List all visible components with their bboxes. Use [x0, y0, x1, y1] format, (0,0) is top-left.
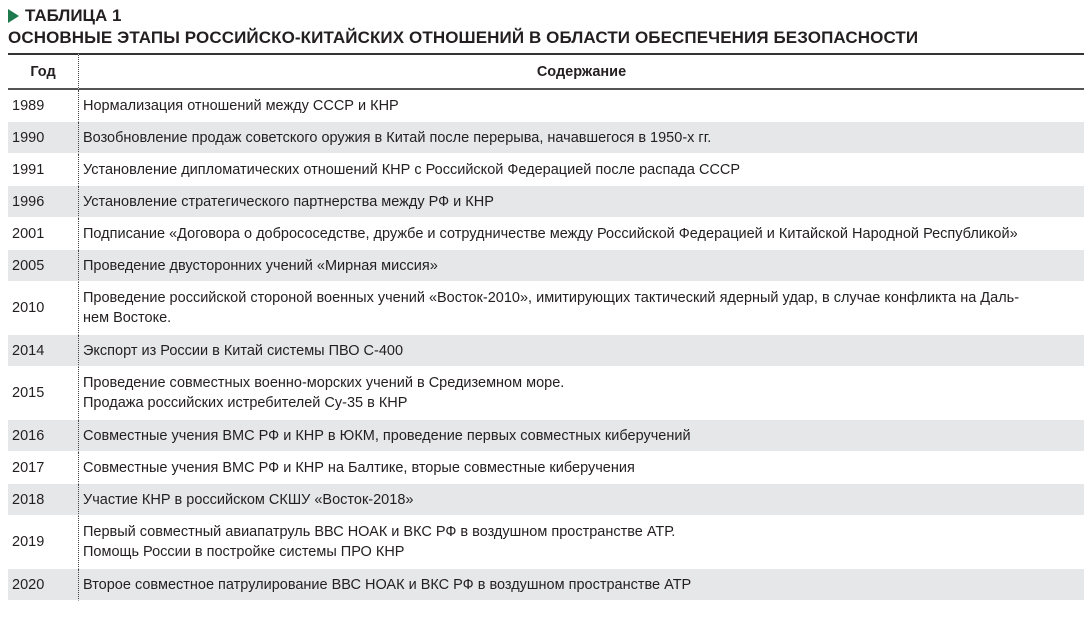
year-cell: 2016 — [8, 420, 78, 452]
content-cell: Возобновление продаж советского оружия в… — [78, 122, 1084, 154]
content-cell: Нормализация отношений между СССР и КНР — [78, 90, 1084, 122]
content-line: Проведение совместных военно-морских уче… — [83, 375, 565, 391]
year-cell: 1991 — [8, 154, 78, 186]
content-cell: Проведение двусторонних учений «Мирная м… — [78, 250, 1084, 282]
table-row: 2018 Участие КНР в российском СКШУ «Восто… — [8, 484, 1084, 516]
year-cell: 2015 — [8, 367, 78, 420]
year-cell: 1989 — [8, 90, 78, 122]
content-cell: Второе совместное патрулирование ВВС НОА… — [78, 569, 1084, 601]
table-row: 2019 Первый совместный авиапатруль ВВС НО… — [8, 516, 1084, 569]
year-cell: 1996 — [8, 186, 78, 218]
table-row: 1990 Возобновление продаж советского оруж… — [8, 122, 1084, 154]
table-row: 2001 Подписание «Договора о добрососедств… — [8, 218, 1084, 250]
year-cell: 2010 — [8, 282, 78, 335]
content-line: Проведение российской стороной военных у… — [83, 290, 1020, 306]
table-row: 1991 Установление дипломатических отношен… — [8, 154, 1084, 186]
content-cell: Установление дипломатических отношений К… — [78, 154, 1084, 186]
content-line: Первый совместный авиапатруль ВВС НОАК и… — [83, 524, 676, 540]
content-cell: Проведение совместных военно-морских уче… — [78, 367, 1084, 420]
table-row: 2005 Проведение двусторонних учений «Мирн… — [8, 250, 1084, 282]
year-cell: 2001 — [8, 218, 78, 250]
triangle-marker-icon — [8, 9, 19, 23]
table-row: 2015 Проведение совместных военно-морских… — [8, 367, 1084, 420]
year-cell: 2019 — [8, 516, 78, 569]
table-caption: ТАБЛИЦА 1 ОСНОВНЫЕ ЭТАПЫ РОССИЙСКО-КИТАЙ… — [8, 6, 918, 48]
content-cell: Экспорт из России в Китай системы ПВО С-… — [78, 335, 1084, 367]
table-row: 2010 Проведение российской стороной военн… — [8, 282, 1084, 335]
year-cell: 2005 — [8, 250, 78, 282]
content-line: Нормализация отношений между СССР и КНР — [83, 97, 399, 114]
content-line: Участие КНР в российском СКШУ «Восток-20… — [83, 491, 414, 508]
table-row: 2016 Совместные учения ВМС РФ и КНР в ЮКМ… — [8, 420, 1084, 452]
header-year: Год — [8, 53, 78, 90]
content-cell: Первый совместный авиапатруль ВВС НОАК и… — [78, 516, 1084, 569]
content-cell: Совместные учения ВМС РФ и КНР в ЮКМ, пр… — [78, 420, 1084, 452]
content-cell: Установление стратегического партнерства… — [78, 186, 1084, 218]
header-row: Год Содержание — [8, 53, 1084, 90]
content-line: Установление стратегического партнерства… — [83, 193, 494, 210]
content-cell: Совместные учения ВМС РФ и КНР на Балтик… — [78, 452, 1084, 484]
content-line: Подписание «Договора о добрососедстве, д… — [83, 225, 1018, 242]
content-line: Совместные учения ВМС РФ и КНР на Балтик… — [83, 459, 635, 476]
content-line: Помощь России в постройке системы ПРО КН… — [83, 544, 405, 560]
year-cell: 2018 — [8, 484, 78, 516]
table-row: 2020 Второе совместное патрулирование ВВС… — [8, 569, 1084, 601]
content-line: Установление дипломатических отношений К… — [83, 161, 741, 178]
year-cell: 2020 — [8, 569, 78, 601]
table-row: 1989 Нормализация отношений между СССР и … — [8, 90, 1084, 122]
header-content: Содержание — [78, 53, 1084, 90]
content-line: Второе совместное патрулирование ВВС НОА… — [83, 576, 692, 593]
year-cell: 1990 — [8, 122, 78, 154]
content-cell: Участие КНР в российском СКШУ «Восток-20… — [78, 484, 1084, 516]
content-line: Совместные учения ВМС РФ и КНР в ЮКМ, пр… — [83, 427, 691, 444]
table-title: ОСНОВНЫЕ ЭТАПЫ РОССИЙСКО-КИТАЙСКИХ ОТНОШ… — [8, 28, 919, 47]
table-row: 1996 Установление стратегического партнер… — [8, 186, 1084, 218]
content-cell: Проведение российской стороной военных у… — [78, 282, 1084, 335]
content-line: нем Востоке. — [83, 310, 172, 326]
year-cell: 2014 — [8, 335, 78, 367]
timeline-table: Год Содержание 1989 Нормализация отношени… — [8, 53, 1084, 601]
content-line: Проведение двусторонних учений «Мирная м… — [83, 257, 438, 274]
content-line: Продажа российских истребителей Су-35 в … — [83, 395, 408, 411]
table-row: 2014 Экспорт из России в Китай системы ПВ… — [8, 335, 1084, 367]
year-cell: 2017 — [8, 452, 78, 484]
table-label: ТАБЛИЦА 1 — [8, 6, 918, 26]
content-cell: Подписание «Договора о добрососедстве, д… — [78, 218, 1084, 250]
table-number: ТАБЛИЦА 1 — [25, 6, 122, 25]
content-line: Возобновление продаж советского оружия в… — [83, 129, 712, 146]
table-row: 2017 Совместные учения ВМС РФ и КНР на Ба… — [8, 452, 1084, 484]
content-line: Экспорт из России в Китай системы ПВО С-… — [83, 342, 404, 359]
